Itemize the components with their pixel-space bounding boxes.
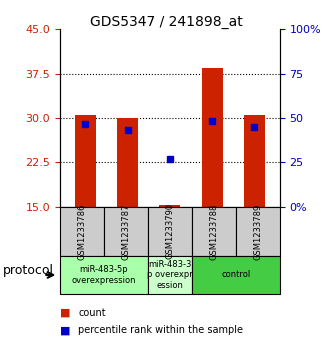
Bar	[117, 118, 138, 207]
Text: percentile rank within the sample: percentile rank within the sample	[78, 325, 243, 335]
Bar	[75, 115, 96, 207]
Text: miR-483-5p
overexpression: miR-483-5p overexpression	[72, 265, 136, 285]
Bar	[159, 205, 180, 207]
Text: GSM1233788: GSM1233788	[209, 203, 218, 260]
Text: miR-483-3
p overexpr
ession: miR-483-3 p overexpr ession	[147, 260, 193, 290]
Text: GSM1233790: GSM1233790	[165, 203, 174, 260]
Text: protocol: protocol	[3, 264, 54, 277]
Text: ■: ■	[60, 308, 71, 318]
Text: GDS5347 / 241898_at: GDS5347 / 241898_at	[90, 15, 243, 29]
Bar	[201, 68, 223, 207]
Text: GSM1233789: GSM1233789	[253, 203, 262, 260]
Text: ■: ■	[60, 325, 71, 335]
Bar	[244, 115, 265, 207]
Text: control: control	[221, 270, 250, 280]
Text: count: count	[78, 308, 106, 318]
Text: GSM1233786: GSM1233786	[77, 203, 87, 260]
Text: GSM1233787: GSM1233787	[121, 203, 131, 260]
